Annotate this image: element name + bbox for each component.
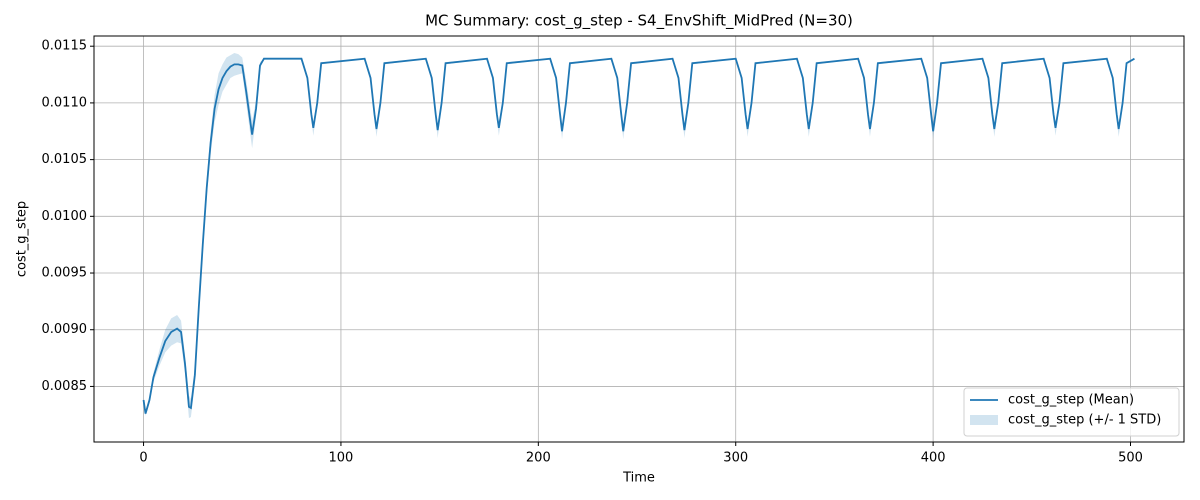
x-tick-label: 400 xyxy=(921,451,946,466)
x-tick-label: 100 xyxy=(329,451,354,466)
legend-box xyxy=(963,387,1180,437)
y-tick-label: 0.0085 xyxy=(42,379,88,394)
x-axis-label: Time xyxy=(622,471,655,486)
y-tick-label: 0.0115 xyxy=(42,39,88,54)
y-axis-label: cost_g_step xyxy=(15,201,30,277)
chart-title: MC Summary: cost_g_step - S4_EnvShift_Mi… xyxy=(425,12,853,31)
x-tick-label: 300 xyxy=(723,451,748,466)
plot-frame xyxy=(93,35,1185,443)
y-tick-label: 0.0095 xyxy=(42,266,88,281)
y-tick-label: 0.0090 xyxy=(42,322,88,337)
x-tick-label: 0 xyxy=(139,451,147,466)
y-tick-label: 0.0100 xyxy=(42,209,88,224)
y-tick-label: 0.0110 xyxy=(42,95,88,110)
x-tick-label: 200 xyxy=(526,451,551,466)
x-tick-label: 500 xyxy=(1118,451,1143,466)
mean-line xyxy=(142,57,1135,414)
legend-label: cost_g_step (Mean) xyxy=(1008,393,1134,408)
legend-label: cost_g_step (+/- 1 STD) xyxy=(1008,413,1161,428)
legend-patch xyxy=(970,415,998,425)
y-tick-label: 0.0105 xyxy=(42,152,88,167)
